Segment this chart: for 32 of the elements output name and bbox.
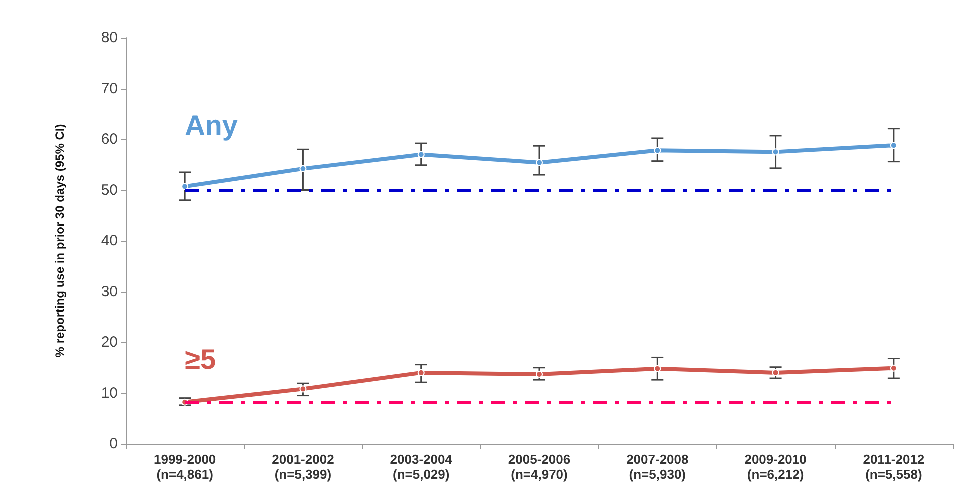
point [300, 386, 307, 393]
series-label: Any [185, 110, 238, 142]
x-tick-label: 2011-2012 (n=5,558) [863, 452, 925, 482]
y-tick-label: 30 [101, 283, 118, 300]
y-tick-label: 40 [101, 232, 118, 250]
y-tick-label: 10 [101, 384, 118, 402]
point [182, 183, 189, 190]
y-tick-label: 60 [101, 131, 118, 148]
point [890, 142, 898, 150]
x-tick-label: 1999-2000 (n=4,861) [154, 452, 216, 482]
x-tick-label: 2007-2008 (n=5,930) [626, 452, 689, 482]
x-tick-label: 2001-2002 (n=5,399) [272, 452, 334, 482]
point [654, 147, 662, 154]
point [890, 364, 898, 372]
point [418, 369, 425, 376]
y-tick-label: 80 [101, 30, 118, 46]
point [772, 148, 780, 156]
y-tick-label: 20 [101, 334, 118, 351]
point [418, 151, 425, 158]
point [536, 370, 543, 378]
point [536, 159, 543, 166]
x-tick-label: 2009-2010 (n=6,212) [744, 452, 807, 482]
series-label: ≥5 [185, 344, 216, 376]
x-tick-label: 2003-2004 (n=5,029) [390, 452, 454, 482]
point [300, 165, 307, 172]
y-axis-title: % reporting use in prior 30 days (95% CI) [53, 124, 67, 358]
x-tick-label: 2005-2006 (n=4,970) [508, 452, 571, 482]
y-tick-label: 50 [101, 182, 118, 199]
point [772, 369, 780, 376]
y-tick-label: 0 [110, 436, 118, 452]
y-tick-label: 70 [101, 80, 118, 98]
point [654, 365, 662, 372]
